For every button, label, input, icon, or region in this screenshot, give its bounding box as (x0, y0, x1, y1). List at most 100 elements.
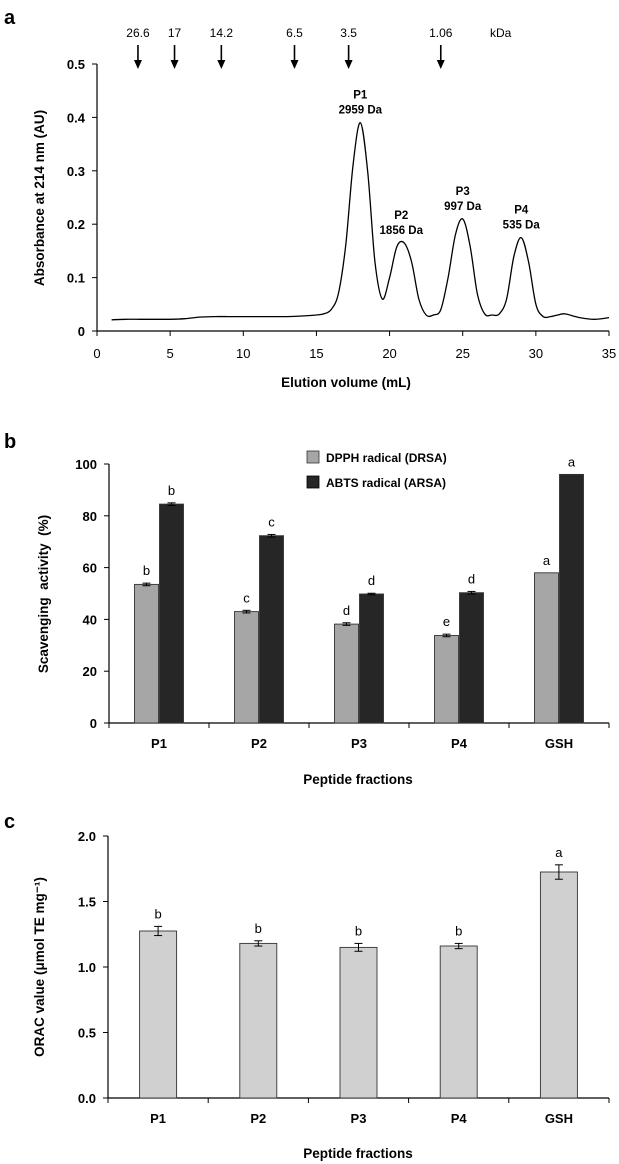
category-label-GSH: GSH (545, 1111, 573, 1126)
x-tick-label-1: 5 (167, 346, 174, 361)
significance-letter-GSH-series0: a (555, 845, 563, 860)
x-tick-label-4: 20 (382, 346, 396, 361)
y-tick-label-0: 0.0 (78, 1091, 96, 1106)
y-tick-label-0: 0 (90, 716, 97, 731)
significance-letter-P2-abts: c (268, 514, 275, 529)
panel-b-x-title: Peptide fractions (303, 772, 413, 787)
mw-marker-label-4: 3.5 (340, 26, 357, 40)
bar-P3-abts (359, 593, 384, 724)
panel-a-x-title: Elution volume (mL) (281, 375, 411, 390)
legend-swatch-dpph (306, 450, 320, 464)
peak-label-P3: P3 (456, 186, 470, 198)
peak-label-P2: P2 (394, 210, 408, 222)
y-tick-label-2: 40 (83, 612, 97, 627)
y-tick-label-4: 80 (83, 509, 97, 524)
y-tick-label-2: 0.2 (67, 217, 85, 232)
bar-P4-abts (459, 592, 484, 724)
x-tick-label-2: 10 (236, 346, 250, 361)
panel-b-letter: b (4, 431, 16, 453)
y-tick-label-5: 100 (75, 457, 97, 472)
mw-marker-label-0: 26.6 (126, 26, 150, 40)
y-tick-label-1: 20 (83, 664, 97, 679)
bar-P2-abts (259, 535, 284, 724)
peak-label-P4: P4 (514, 205, 529, 217)
y-tick-label-2: 1.0 (78, 960, 96, 975)
significance-letter-P3-abts: d (368, 573, 375, 588)
y-tick-label-3: 1.5 (78, 895, 96, 910)
mw-marker-arrow-head-0 (133, 60, 142, 69)
category-label-GSH: GSH (545, 736, 573, 751)
bar-P1-series0 (139, 930, 178, 1099)
significance-letter-P3-dpph: d (343, 603, 350, 618)
bar-P3-dpph (334, 623, 359, 724)
significance-letter-P2-series0: b (255, 921, 262, 936)
panel-b-scavenging-chart: b Peptide fractions Scavenging activity … (4, 431, 610, 787)
x-tick-label-3: 15 (309, 346, 323, 361)
bar-GSH-abts (559, 473, 584, 724)
bar-P4-series0 (439, 945, 478, 1099)
x-tick-label-0: 0 (93, 346, 100, 361)
category-label-P2: P2 (250, 1111, 266, 1126)
absorbance-curve (111, 122, 610, 321)
category-label-P2: P2 (251, 736, 267, 751)
legend-swatch-abts (306, 475, 320, 489)
bar-P2-dpph (234, 611, 259, 724)
bar-P1-dpph (134, 583, 159, 724)
panel-c-x-title: Peptide fractions (303, 1146, 413, 1161)
significance-letter-GSH-abts: a (568, 454, 576, 469)
panel-a-letter: a (4, 7, 16, 29)
significance-letter-P4-abts: d (468, 571, 475, 586)
bar-P2-series0 (239, 942, 278, 1099)
y-tick-label-4: 2.0 (78, 829, 96, 844)
bar-P1-abts (159, 503, 184, 724)
legend-label-dpph: DPPH radical (DRSA) (326, 451, 447, 465)
category-label-P4: P4 (451, 1111, 468, 1126)
bar-P3-series0 (339, 946, 378, 1099)
peak-label-P1: P1 (353, 90, 368, 102)
mw-marker-arrow-head-1 (170, 60, 179, 69)
y-tick-label-1: 0.1 (67, 271, 85, 286)
y-tick-label-5: 0.5 (67, 57, 85, 72)
x-tick-label-5: 25 (455, 346, 469, 361)
mw-marker-label-5: 1.06 (429, 26, 453, 40)
significance-letter-P4-dpph: e (443, 614, 450, 629)
x-tick-label-6: 30 (529, 346, 543, 361)
category-label-P1: P1 (150, 1111, 166, 1126)
mw-marker-label-1: 17 (168, 26, 182, 40)
significance-letter-P3-series0: b (355, 923, 362, 938)
y-tick-label-3: 60 (83, 561, 97, 576)
mw-marker-arrow-head-2 (217, 60, 226, 69)
panel-b-y-title: Scavenging activity (%) (36, 515, 51, 673)
mw-marker-arrow-head-3 (290, 60, 299, 69)
peak-mass-P1: 2959 Da (339, 105, 383, 117)
category-label-P3: P3 (351, 1111, 367, 1126)
significance-letter-P1-dpph: b (143, 563, 150, 578)
panel-a-mw-unit: kDa (490, 26, 512, 40)
x-tick-label-7: 35 (602, 346, 616, 361)
panel-a-chromatogram: a Elution volume (mL) Absorbance at 214 … (4, 7, 616, 390)
y-tick-label-1: 0.5 (78, 1026, 96, 1041)
significance-letter-P4-series0: b (455, 923, 462, 938)
y-tick-label-4: 0.4 (67, 110, 86, 125)
mw-marker-arrow-head-4 (344, 60, 353, 69)
mw-marker-label-2: 14.2 (210, 26, 234, 40)
peak-mass-P4: 535 Da (503, 220, 541, 232)
significance-letter-P1-series0: b (154, 906, 161, 921)
mw-marker-arrow-head-5 (436, 60, 445, 69)
panel-c-letter: c (4, 811, 15, 833)
legend-label-abts: ABTS radical (ARSA) (326, 476, 446, 490)
mw-marker-label-3: 6.5 (286, 26, 303, 40)
significance-letter-P2-dpph: c (243, 590, 250, 605)
peak-mass-P2: 1856 Da (380, 225, 424, 237)
panel-c-y-title: ORAC value (μmol TE mg⁻¹) (32, 877, 47, 1057)
panel-b-legend: DPPH radical (DRSA) ABTS radical (ARSA) (306, 450, 447, 490)
category-label-P1: P1 (151, 736, 167, 751)
peak-mass-P3: 997 Da (444, 201, 482, 213)
panel-c-orac-chart: c Peptide fractions ORAC value (μmol TE … (4, 811, 610, 1161)
y-tick-label-3: 0.3 (67, 164, 85, 179)
panel-a-y-title: Absorbance at 214 nm (AU) (32, 110, 47, 286)
bar-GSH-series0 (539, 871, 578, 1099)
significance-letter-P1-abts: b (168, 483, 175, 498)
bar-GSH-dpph (534, 572, 559, 724)
